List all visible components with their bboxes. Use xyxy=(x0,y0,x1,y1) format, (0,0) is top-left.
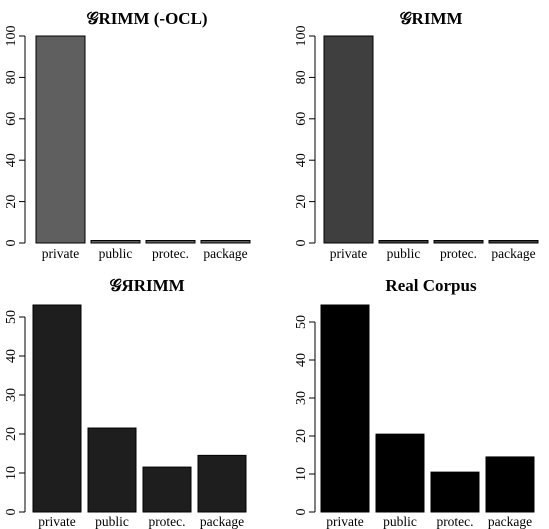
bar-private xyxy=(320,304,370,513)
y-tick-label: 10 xyxy=(4,466,19,480)
y-tick-label: 80 xyxy=(294,70,309,84)
chart-panel-3: 𝒢ЯRIMM private public protec. package 0 10 20 30… xyxy=(4,276,247,529)
category-label: public xyxy=(95,514,129,529)
y-tick-label: 100 xyxy=(4,26,19,47)
bar-protec xyxy=(430,471,480,513)
category-label: protec. xyxy=(152,246,189,261)
category-label: protec. xyxy=(148,514,185,529)
bar-public xyxy=(87,427,137,513)
bar-package xyxy=(200,240,251,244)
category-label: public xyxy=(383,514,417,529)
category-label: public xyxy=(387,246,421,261)
category-label: package xyxy=(200,514,244,529)
y-tick-label: 50 xyxy=(4,310,19,324)
bar-public xyxy=(90,240,141,244)
y-tick-label: 60 xyxy=(294,112,309,126)
y-tick-label: 60 xyxy=(4,112,19,126)
y-tick-label: 30 xyxy=(4,388,19,402)
y-tick-label: 0 xyxy=(294,240,309,247)
bar-public xyxy=(378,240,429,244)
y-tick-label: 40 xyxy=(4,153,19,167)
chart-panel-2: 𝒢RIMM private public protec. package 0 20 40 60 8… xyxy=(294,9,539,261)
bar-private xyxy=(35,35,86,244)
chart-title: 𝒢RIMM xyxy=(399,9,462,28)
bar-protec xyxy=(145,240,196,244)
bar-protec xyxy=(142,466,192,513)
category-label: private xyxy=(326,514,363,529)
bar-package xyxy=(488,240,539,244)
y-tick-label: 40 xyxy=(294,353,309,367)
category-label: private xyxy=(38,514,75,529)
category-label: package xyxy=(488,514,532,529)
y-tick-label: 20 xyxy=(294,195,309,209)
y-tick-label: 0 xyxy=(4,240,19,247)
category-label: protec. xyxy=(440,246,477,261)
chart-title: 𝒢RIMM (-OCL) xyxy=(86,9,207,28)
bar-private xyxy=(32,304,82,513)
chart-title: 𝒢ЯRIMM xyxy=(109,276,184,295)
category-label: package xyxy=(203,246,247,261)
bar-package xyxy=(197,454,247,513)
bar-package xyxy=(485,456,535,513)
y-tick-label: 0 xyxy=(4,509,19,516)
category-label: public xyxy=(99,246,133,261)
y-tick-label: 40 xyxy=(4,349,19,363)
bar-protec xyxy=(433,240,484,244)
bar-private xyxy=(323,35,374,244)
y-tick-label: 20 xyxy=(294,429,309,443)
y-tick-label: 0 xyxy=(294,509,309,516)
category-label: protec. xyxy=(436,514,473,529)
y-tick-label: 10 xyxy=(294,467,309,481)
category-label: private xyxy=(42,246,79,261)
y-tick-label: 80 xyxy=(4,70,19,84)
bar-public xyxy=(375,433,425,513)
chart-panel-1: 𝒢RIMM (-OCL) private public protec. package 0… xyxy=(4,9,251,261)
chart-panel-4: Real Corpus private public protec. package 0 1… xyxy=(294,276,535,529)
y-tick-label: 20 xyxy=(4,427,19,441)
y-tick-label: 50 xyxy=(294,315,309,329)
y-tick-label: 20 xyxy=(4,195,19,209)
y-tick-label: 30 xyxy=(294,391,309,405)
category-label: private xyxy=(330,246,367,261)
category-label: package xyxy=(491,246,535,261)
y-tick-label: 100 xyxy=(294,26,309,47)
y-tick-label: 40 xyxy=(294,153,309,167)
chart-title: Real Corpus xyxy=(385,276,477,295)
